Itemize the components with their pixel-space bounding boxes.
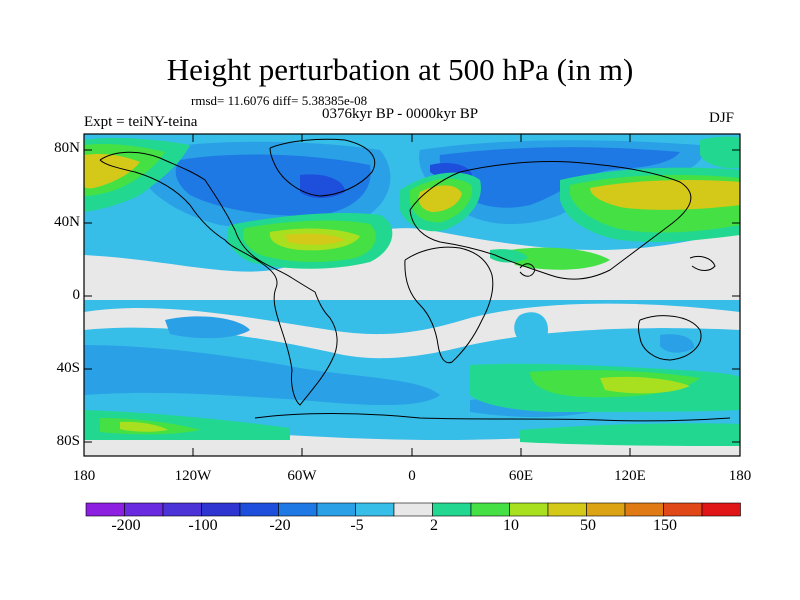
colorbar-swatch bbox=[701, 502, 741, 517]
colorbar-swatch bbox=[624, 502, 664, 517]
colorbar-swatch bbox=[162, 502, 202, 517]
contour-region bbox=[514, 312, 548, 347]
colorbar-swatch bbox=[239, 502, 279, 517]
contour-region bbox=[510, 247, 610, 270]
stats-line: rmsd= 11.6076 diff= 5.38385e-08 bbox=[191, 93, 368, 108]
colorbar-swatch bbox=[663, 502, 703, 517]
colorbar-swatch bbox=[432, 502, 472, 517]
y-tick-label: 0 bbox=[72, 287, 81, 303]
colorbar-label: -20 bbox=[269, 517, 291, 534]
colorbar-label: -5 bbox=[350, 517, 364, 534]
contour-region bbox=[84, 153, 140, 189]
coastline bbox=[269, 138, 376, 197]
contour-region bbox=[418, 185, 462, 212]
colorbar-swatch bbox=[509, 502, 549, 517]
colorbar bbox=[85, 502, 741, 517]
x-tick-label: 60W bbox=[287, 468, 317, 484]
contour-region bbox=[439, 147, 680, 208]
y-tick-label: 40N bbox=[54, 214, 80, 230]
colorbar-swatch bbox=[201, 502, 241, 517]
contour-region bbox=[84, 345, 440, 405]
colorbar-swatch bbox=[278, 502, 318, 517]
colorbar-swatch bbox=[586, 502, 626, 517]
coastline bbox=[689, 255, 716, 271]
coastline bbox=[409, 161, 692, 280]
x-tick-label: 180 bbox=[72, 468, 96, 484]
contour-region bbox=[140, 229, 185, 250]
contour-region bbox=[120, 421, 168, 432]
colorbar-swatch bbox=[470, 502, 510, 517]
contour-region bbox=[84, 303, 740, 359]
y-tick-label: 40S bbox=[56, 360, 80, 376]
colorbar-label: -100 bbox=[188, 517, 218, 534]
colorbar-swatch bbox=[316, 502, 356, 517]
contour-region bbox=[300, 174, 345, 198]
colorbar-label: -200 bbox=[111, 517, 141, 534]
x-tick-label: 180 bbox=[728, 468, 752, 484]
coastline bbox=[638, 315, 702, 361]
colorbar-swatch bbox=[85, 502, 125, 517]
contour-region bbox=[700, 136, 740, 169]
y-tick-label: 80N bbox=[54, 140, 80, 156]
colorbar-swatch bbox=[393, 502, 433, 517]
season-label: DJF bbox=[709, 110, 735, 126]
colorbar-label: 50 bbox=[580, 517, 596, 534]
x-tick-label: 60E bbox=[508, 468, 534, 484]
colorbar-label: 10 bbox=[503, 517, 519, 534]
colorbar-label: 150 bbox=[653, 517, 677, 534]
contour-region bbox=[285, 233, 345, 245]
contour-region bbox=[490, 249, 528, 263]
y-tick-label: 80S bbox=[56, 433, 80, 449]
colorbar-swatch bbox=[124, 502, 164, 517]
coastline bbox=[254, 413, 731, 422]
colorbar-swatch bbox=[355, 502, 395, 517]
contour-region bbox=[520, 423, 740, 446]
contour-region bbox=[165, 316, 250, 339]
contour-region bbox=[175, 154, 371, 216]
period-label: 0376kyr BP - 0000kyr BP bbox=[322, 106, 479, 122]
contour-region bbox=[600, 376, 690, 394]
contour-field bbox=[84, 134, 740, 456]
experiment-label: Expt = teiNY-teina bbox=[84, 114, 198, 130]
coastline bbox=[99, 151, 338, 406]
contour-region bbox=[660, 334, 695, 353]
x-tick-label: 0 bbox=[408, 468, 416, 484]
x-tick-label: 120E bbox=[614, 468, 646, 484]
coastline bbox=[404, 246, 494, 364]
axis-ticks bbox=[83, 134, 741, 456]
plot-title: Height perturbation at 500 hPa (in m) bbox=[166, 52, 634, 87]
colorbar-label: 2 bbox=[430, 517, 438, 534]
coastline bbox=[519, 263, 536, 277]
colorbar-swatch bbox=[547, 502, 587, 517]
contour-region bbox=[84, 425, 740, 456]
contour-region bbox=[590, 180, 740, 210]
x-tick-label: 120W bbox=[174, 468, 212, 484]
